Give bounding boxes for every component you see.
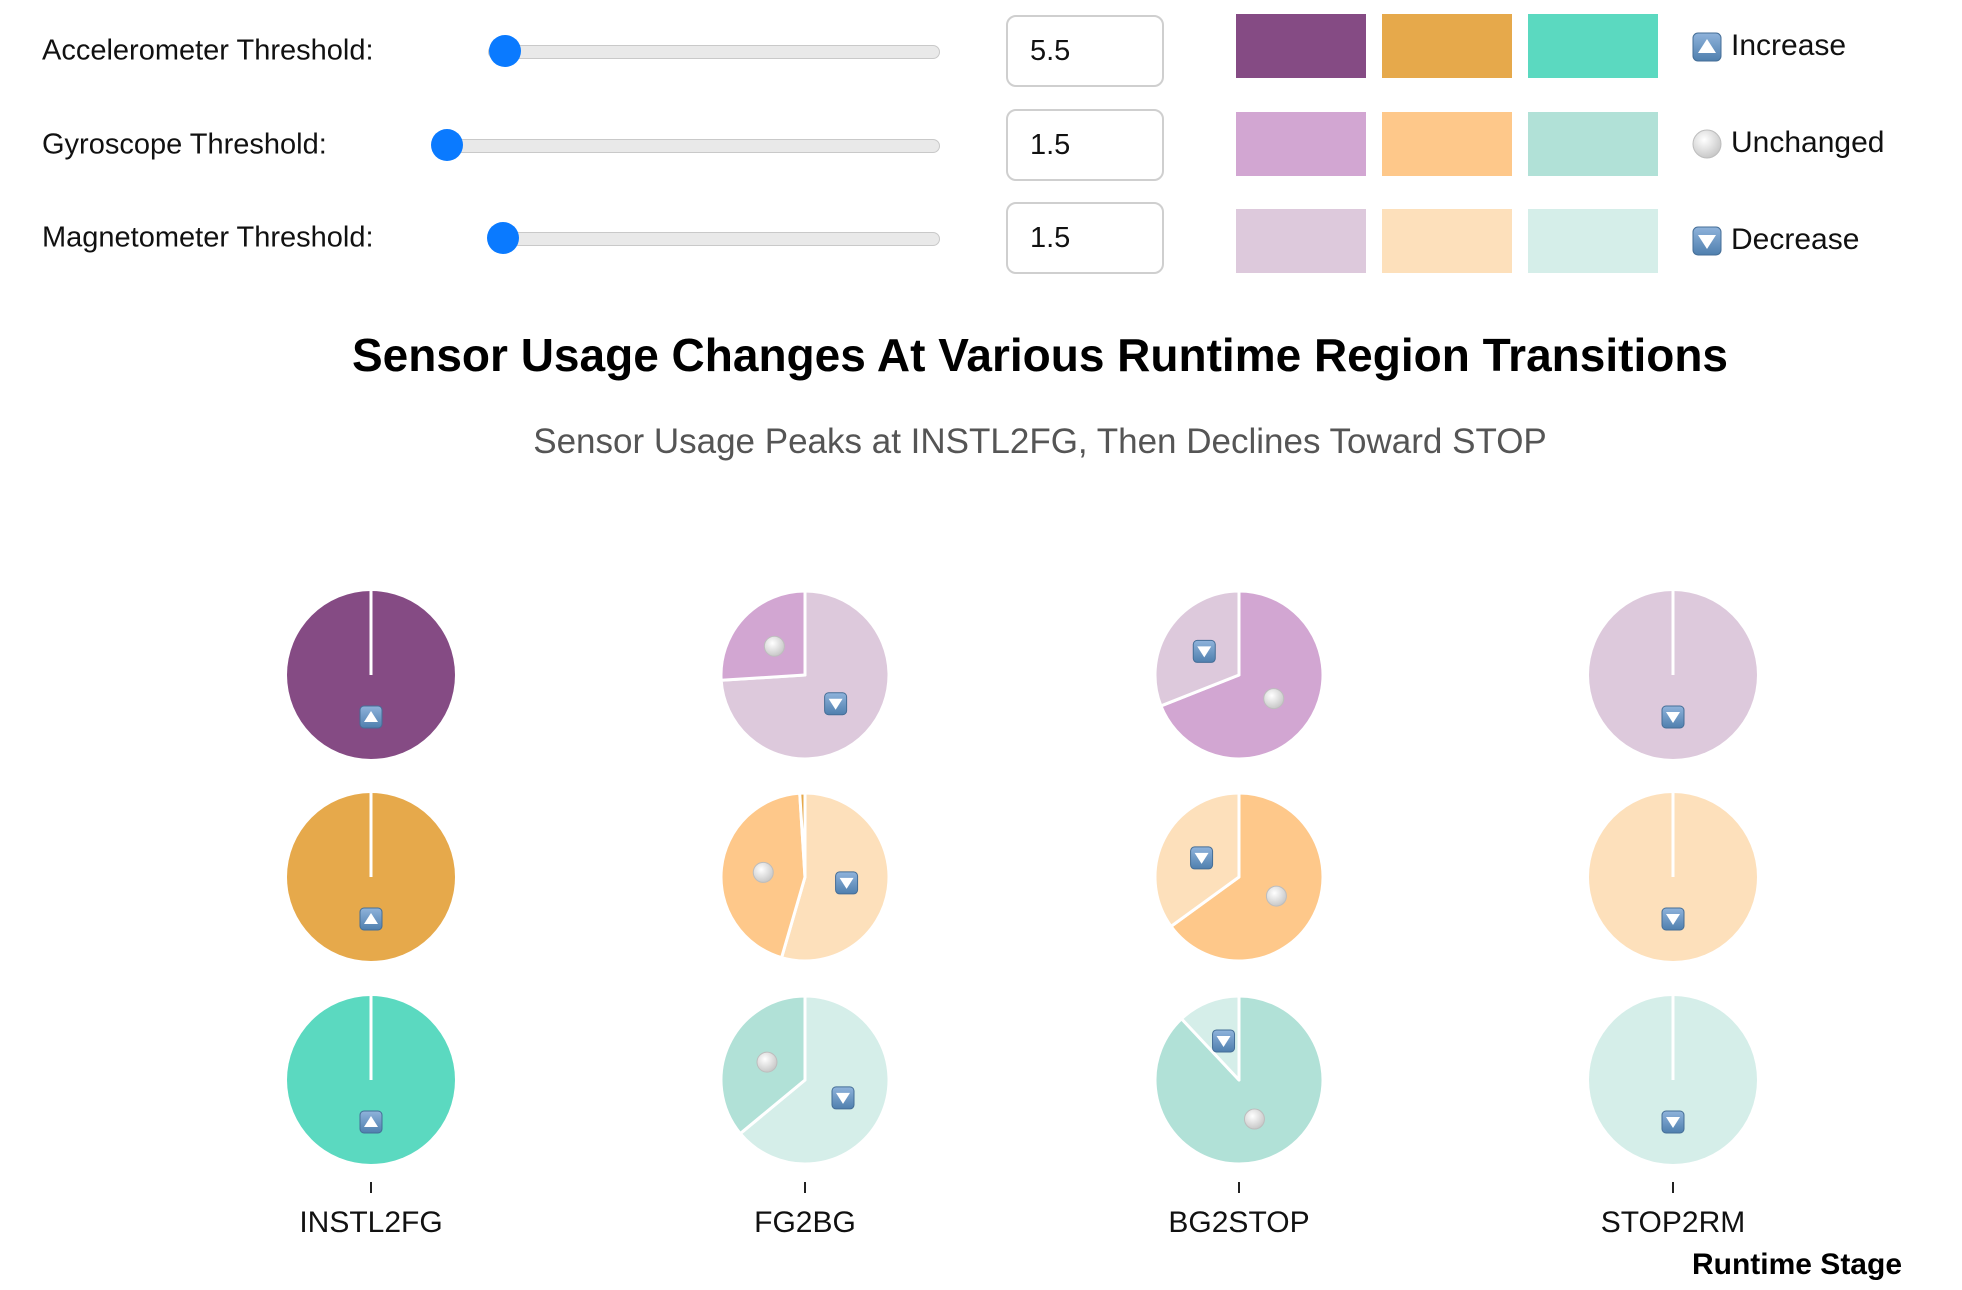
pie-BG2STOP-Gyroscope <box>1153 791 1325 963</box>
x-axis-tick-label: STOP2RM <box>1601 1206 1745 1239</box>
pie-slice-unchanged <box>1159 589 1325 761</box>
legend-swatch-decrease-gyroscope <box>1382 209 1512 273</box>
gyroscope-threshold-input[interactable]: 1.5 <box>1006 109 1164 181</box>
gyroscope-threshold-label: Gyroscope Threshold: <box>42 128 327 161</box>
magnetometer-threshold-input[interactable]: 1.5 <box>1006 202 1164 274</box>
down-arrow-icon <box>1661 705 1685 729</box>
pie-slice-unchanged <box>719 589 807 682</box>
accelerometer-control: Accelerometer Threshold: 5.5 <box>0 13 1200 89</box>
down-arrow-icon <box>831 1086 855 1110</box>
down-arrow-icon <box>1190 846 1214 870</box>
gyroscope-slider-thumb[interactable] <box>431 129 463 161</box>
chart-subtitle: Sensor Usage Peaks at INSTL2FG, Then Dec… <box>533 422 1547 461</box>
legend-swatch-unchanged-magnetometer <box>1528 112 1658 176</box>
pie-FG2BG-Gyroscope <box>719 791 891 963</box>
pie-slice-unchanged <box>1153 994 1325 1166</box>
accelerometer-slider-thumb[interactable] <box>489 35 521 67</box>
pie-INSTL2FG-Accelerometer <box>287 591 455 759</box>
magnetometer-control: Magnetometer Threshold: 1.5 <box>0 200 1200 276</box>
pie-INSTL2FG-Magnetometer <box>287 996 455 1164</box>
magnetometer-slider-thumb[interactable] <box>487 222 519 254</box>
accelerometer-slider-track[interactable] <box>488 45 940 59</box>
pie-FG2BG-Magnetometer <box>719 994 891 1166</box>
legend-swatch-unchanged-gyroscope <box>1382 112 1512 176</box>
down-arrow-icon <box>1661 907 1685 931</box>
x-axis-title: Runtime Stage <box>1691 1248 1902 1281</box>
legend-swatch-unchanged-accelerometer <box>1236 112 1366 176</box>
x-axis-tick-label: BG2STOP <box>1168 1206 1309 1239</box>
up-arrow-icon <box>359 705 383 729</box>
x-axis-tick-label: INSTL2FG <box>299 1206 442 1239</box>
circle-icon <box>1243 1108 1265 1130</box>
circle-icon <box>1265 885 1287 907</box>
down-arrow-icon <box>824 692 848 716</box>
accelerometer-threshold-input[interactable]: 5.5 <box>1006 15 1164 87</box>
pie-slice-increase <box>798 791 807 879</box>
pie-BG2STOP-Accelerometer <box>1153 589 1325 761</box>
legend-swatch-increase-accelerometer <box>1236 14 1366 78</box>
pie-BG2STOP-Magnetometer <box>1153 994 1325 1166</box>
pie-STOP2RM-Gyroscope <box>1589 793 1757 961</box>
circle-icon <box>763 635 785 657</box>
up-arrow-icon <box>359 907 383 931</box>
circle-icon <box>756 1051 778 1073</box>
pie-FG2BG-Accelerometer <box>719 589 891 761</box>
pie-INSTL2FG-Gyroscope <box>287 793 455 961</box>
pie-slice-decrease <box>738 994 891 1166</box>
legend-unchanged-label: Unchanged <box>1731 126 1885 159</box>
up-arrow-icon <box>1692 32 1722 62</box>
legend-decrease-label: Decrease <box>1731 223 1860 256</box>
accelerometer-threshold-label: Accelerometer Threshold: <box>42 34 374 67</box>
legend-swatch-increase-magnetometer <box>1528 14 1658 78</box>
circle-icon <box>1263 688 1285 710</box>
legend-swatch-decrease-magnetometer <box>1528 209 1658 273</box>
pie-slice-unchanged <box>1169 791 1325 963</box>
legend-swatch-increase-gyroscope <box>1382 14 1512 78</box>
down-arrow-icon <box>1692 226 1722 256</box>
down-arrow-icon <box>1192 639 1216 663</box>
legend-increase-label: Increase <box>1731 29 1847 62</box>
circle-icon <box>752 861 774 883</box>
x-axis-tick-label: FG2BG <box>754 1206 856 1239</box>
legend-swatch-decrease-accelerometer <box>1236 209 1366 273</box>
pie-STOP2RM-Accelerometer <box>1589 591 1757 759</box>
circle-icon <box>1692 129 1722 159</box>
down-arrow-icon <box>835 871 859 895</box>
gyroscope-control: Gyroscope Threshold: 1.5 <box>0 107 1200 183</box>
magnetometer-threshold-label: Magnetometer Threshold: <box>42 221 374 254</box>
down-arrow-icon <box>1661 1110 1685 1134</box>
up-arrow-icon <box>359 1110 383 1134</box>
pie-STOP2RM-Magnetometer <box>1589 996 1757 1164</box>
chart-title: Sensor Usage Changes At Various Runtime … <box>351 329 1729 381</box>
down-arrow-icon <box>1212 1029 1236 1053</box>
pie-slice-decrease <box>1180 994 1241 1082</box>
